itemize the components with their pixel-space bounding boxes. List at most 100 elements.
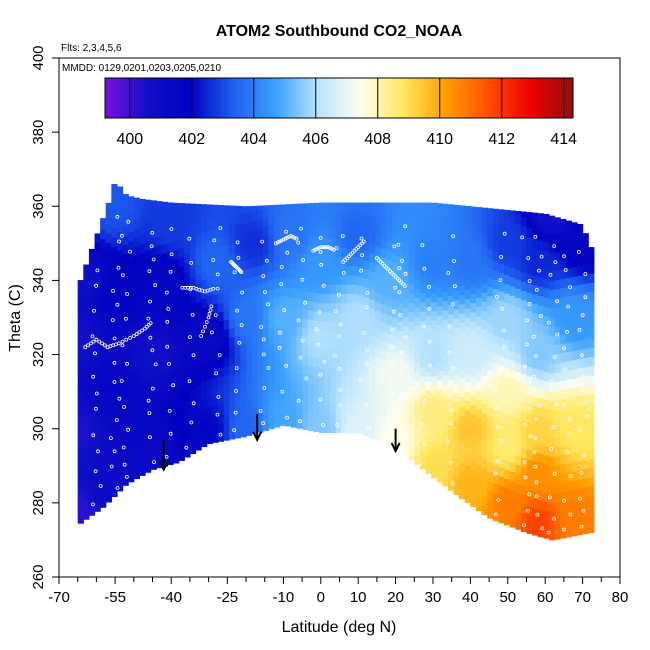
heatmap-cell xyxy=(128,249,135,260)
x-axis-title: Latitude (deg N) xyxy=(282,619,397,636)
heatmap-cell xyxy=(481,329,488,339)
heatmap-cell xyxy=(532,212,539,221)
heatmap-cell xyxy=(358,313,365,323)
heatmap-cell xyxy=(571,396,578,407)
heatmap-cell xyxy=(576,256,584,267)
heatmap-cell xyxy=(504,311,511,322)
heatmap-cell xyxy=(576,404,584,415)
heatmap-cell xyxy=(274,306,281,317)
observation-point xyxy=(562,403,567,408)
observation-point xyxy=(447,350,452,355)
heatmap-cell xyxy=(498,466,505,477)
observation-point xyxy=(447,324,452,329)
colorbar-swatch xyxy=(107,78,112,118)
colorbar-swatch xyxy=(175,78,179,118)
heatmap-cell xyxy=(201,251,208,262)
heatmap-cell xyxy=(313,273,320,284)
heatmap-cell xyxy=(296,233,303,244)
heatmap-cell xyxy=(358,266,365,277)
heatmap-cell xyxy=(436,416,443,427)
heatmap-cell xyxy=(520,475,528,486)
heatmap-cell xyxy=(122,374,129,384)
observation-point xyxy=(321,283,326,288)
heatmap-cell xyxy=(408,237,415,248)
heatmap-cell xyxy=(520,290,528,301)
heatmap-cell xyxy=(571,498,578,509)
heatmap-cell xyxy=(335,311,342,322)
heatmap-cell xyxy=(285,277,292,288)
heatmap-cell xyxy=(189,407,197,417)
heatmap-cell xyxy=(509,369,516,380)
heatmap-cell xyxy=(246,277,253,288)
colorbar-swatch xyxy=(546,78,551,118)
heatmap-cell xyxy=(150,358,157,368)
heatmap-cell xyxy=(470,385,477,396)
colorbar-swatch xyxy=(192,78,197,118)
heatmap-cell xyxy=(111,320,118,331)
heatmap-cell xyxy=(128,453,135,464)
heatmap-cell xyxy=(425,297,432,307)
heatmap-cell xyxy=(262,346,270,357)
heatmap-cell xyxy=(139,225,146,235)
heatmap-cell xyxy=(128,370,135,381)
heatmap-cell xyxy=(520,457,528,468)
heatmap-cell xyxy=(487,304,494,315)
heatmap-cell xyxy=(414,260,421,271)
heatmap-cell xyxy=(156,217,163,228)
observation-point xyxy=(284,229,289,234)
heatmap-cell xyxy=(515,306,522,317)
heatmap-cell xyxy=(212,238,219,249)
heatmap-cell xyxy=(492,492,500,503)
heatmap-cell xyxy=(189,203,197,214)
heatmap-cell xyxy=(548,530,556,541)
colorbar-swatch xyxy=(292,78,296,118)
heatmap-cell xyxy=(375,412,382,423)
heatmap-cell xyxy=(481,227,488,237)
heatmap-cell xyxy=(532,275,539,286)
heatmap-cell xyxy=(116,333,124,344)
heatmap-cell xyxy=(156,421,163,432)
heatmap-cell xyxy=(436,277,443,288)
heatmap-cell xyxy=(167,371,174,382)
heatmap-cell xyxy=(178,339,185,350)
heatmap-cell xyxy=(565,258,572,269)
heatmap-cell xyxy=(470,302,477,313)
heatmap-cell xyxy=(262,365,270,376)
heatmap-cell xyxy=(246,287,253,297)
heatmap-cell xyxy=(111,227,118,238)
heatmap-cell xyxy=(543,389,550,400)
heatmap-cell xyxy=(554,381,561,392)
heatmap-cell xyxy=(83,417,90,428)
flights-note: Flts: 2,3,4,5,6 xyxy=(61,43,122,54)
heatmap-cell xyxy=(414,417,421,428)
heatmap-cell xyxy=(139,308,146,319)
heatmap-cell xyxy=(363,380,371,391)
heatmap-cell xyxy=(189,444,197,454)
observation-point xyxy=(579,470,584,475)
colorbar-swatch xyxy=(271,78,276,118)
heatmap-cell xyxy=(498,290,505,301)
heatmap-cell xyxy=(212,312,219,323)
heatmap-cell xyxy=(391,409,399,420)
heatmap-cell xyxy=(234,335,241,346)
heatmap-cell xyxy=(543,334,550,345)
heatmap-cell xyxy=(285,333,292,344)
heatmap-cell xyxy=(274,408,281,419)
observation-point xyxy=(116,265,121,270)
observation-point xyxy=(288,233,293,238)
heatmap-cell xyxy=(195,273,202,284)
heatmap-cell xyxy=(302,318,309,328)
heatmap-cell xyxy=(431,236,438,247)
heatmap-cell xyxy=(173,212,180,223)
observation-point xyxy=(124,337,129,342)
heatmap-cell xyxy=(571,461,578,472)
heatmap-cell xyxy=(195,329,202,340)
heatmap-cell xyxy=(313,366,320,377)
heatmap-cell xyxy=(167,408,174,419)
heatmap-cell xyxy=(397,358,404,369)
observation-point xyxy=(191,401,196,406)
heatmap-cell xyxy=(111,209,118,219)
colorbar-swatch xyxy=(374,78,378,118)
heatmap-cell xyxy=(212,293,219,304)
heatmap-cell xyxy=(206,258,213,268)
